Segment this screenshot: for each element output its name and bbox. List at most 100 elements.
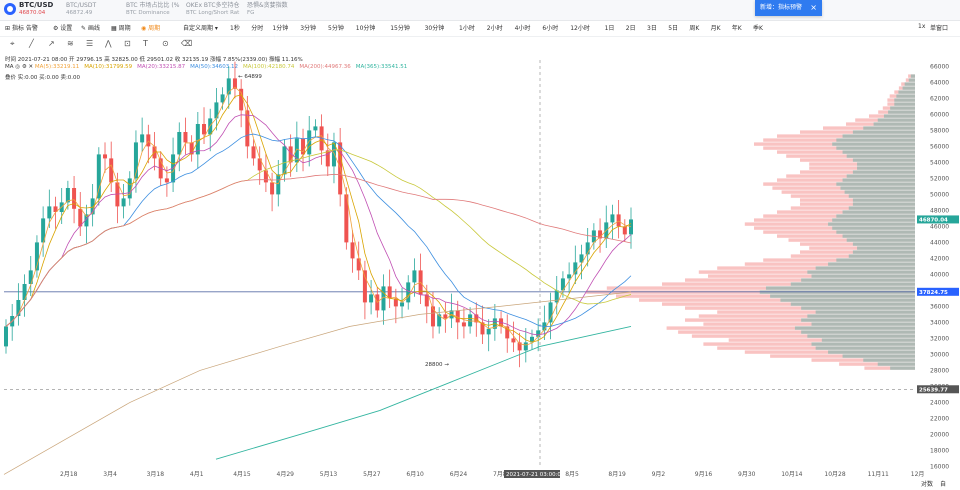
volume-profile-sell-bar bbox=[786, 174, 915, 178]
volume-profile-sell-bar bbox=[790, 194, 915, 198]
interval-4[interactable]: 5分钟 bbox=[328, 25, 344, 32]
crosshair-icon[interactable]: ⌖ bbox=[10, 39, 15, 48]
ma20-line bbox=[5, 114, 632, 336]
y-tick-label: 28000 bbox=[930, 367, 949, 374]
interval-3[interactable]: 3分钟 bbox=[300, 25, 317, 32]
interval-19[interactable]: 年K bbox=[731, 25, 742, 32]
candle-body bbox=[294, 138, 299, 163]
volume-profile-buy-bar bbox=[852, 158, 915, 162]
volume-profile-buy-bar bbox=[811, 342, 915, 346]
interval-11[interactable]: 6小时 bbox=[542, 25, 559, 32]
interval-9[interactable]: 2小时 bbox=[486, 25, 503, 32]
volume-profile-sell-bar bbox=[763, 138, 915, 142]
x-tick-label: 2021-07-21 03:00:00 bbox=[506, 472, 565, 478]
interval-10[interactable]: 4小时 bbox=[514, 25, 531, 32]
interval-1[interactable]: 分时 bbox=[251, 25, 264, 32]
interval-2[interactable]: 1分钟 bbox=[272, 25, 289, 32]
indicator-alert-toast[interactable]: 新增：指标预警 × bbox=[755, 0, 822, 16]
custom-period-button[interactable]: 自定义周期 ▾ bbox=[183, 25, 218, 32]
volume-profile-buy-bar bbox=[807, 314, 915, 318]
volume-profile-buy-bar bbox=[863, 126, 915, 130]
interval-15[interactable]: 3日 bbox=[647, 25, 657, 32]
volume-profile-sell-bar bbox=[887, 98, 915, 102]
trend-line-icon[interactable]: ╱ bbox=[29, 39, 34, 48]
interval-0[interactable]: 1秒 bbox=[230, 25, 240, 32]
volume-profile-buy-bar bbox=[807, 270, 915, 274]
settings-label: 设置 bbox=[60, 25, 73, 32]
indicators-button[interactable]: ⊞ 指标 告警 bbox=[5, 25, 38, 32]
candle-body bbox=[183, 132, 188, 143]
zoom-label[interactable]: 1x bbox=[918, 23, 926, 30]
interval-5[interactable]: 10分钟 bbox=[355, 25, 376, 32]
candle-body bbox=[505, 326, 510, 339]
window-mode-button[interactable]: 单窗口 bbox=[930, 25, 949, 32]
volume-profile-sell-bar bbox=[763, 214, 915, 218]
interval-13[interactable]: 1日 bbox=[604, 25, 615, 32]
eye-icon[interactable]: ◎ ⚙ ✕ bbox=[15, 64, 35, 70]
interval-18[interactable]: 月K bbox=[710, 25, 721, 32]
candle-body bbox=[554, 290, 559, 303]
volume-profile-buy-bar bbox=[815, 346, 915, 350]
volume-profile-sell-bar bbox=[809, 246, 915, 250]
settings-button[interactable]: ⚙ 设置 bbox=[53, 25, 73, 32]
interval-6[interactable]: 15分钟 bbox=[390, 25, 410, 32]
x-tick-label: 4月29 bbox=[277, 471, 295, 478]
interval-8[interactable]: 1小时 bbox=[459, 25, 475, 32]
tab-btc-dominance[interactable]: BTC 市场占比比 (% BTC Dominance bbox=[126, 2, 179, 18]
interval-20[interactable]: 季K bbox=[753, 25, 763, 32]
fibonacci-icon[interactable]: ☰ bbox=[86, 39, 94, 48]
candle-body bbox=[189, 142, 194, 155]
candle-body bbox=[251, 146, 256, 159]
candle-body bbox=[331, 142, 336, 167]
text-icon[interactable]: T bbox=[143, 39, 148, 48]
interval-12[interactable]: 12小时 bbox=[570, 25, 590, 32]
measure-icon[interactable]: ⊡ bbox=[124, 39, 131, 48]
volume-profile-buy-bar bbox=[863, 358, 915, 362]
y-tick-label: 54000 bbox=[930, 159, 949, 166]
candle-body bbox=[103, 154, 108, 159]
interval-14[interactable]: 2日 bbox=[625, 25, 636, 32]
y-tick-label: 50000 bbox=[930, 191, 949, 198]
eraser-icon[interactable]: ⌫ bbox=[181, 39, 193, 48]
volume-profile-sell-bar bbox=[788, 238, 915, 242]
interval-17[interactable]: 周K bbox=[689, 25, 700, 32]
x-tick-label: 3月18 bbox=[147, 471, 165, 478]
low-annotation: 28800 → bbox=[425, 362, 449, 368]
candle-body bbox=[369, 294, 374, 303]
tab-okex-long-short[interactable]: OKEx BTC多空持仓 BTC Long/Short Rat bbox=[186, 2, 240, 18]
interval-7[interactable]: 30分钟 bbox=[424, 25, 445, 32]
tab-btc-usd[interactable]: BTC/USD 46870.04 bbox=[19, 1, 53, 18]
candle-body bbox=[34, 242, 39, 271]
volume-profile-sell-bar bbox=[839, 362, 915, 366]
volume-profile-sell-bar bbox=[666, 326, 915, 330]
close-icon[interactable]: × bbox=[810, 3, 817, 12]
auto-scale-button[interactable]: 自 bbox=[940, 481, 947, 488]
volume-profile-buy-bar bbox=[801, 330, 915, 334]
volume-profile-buy-bar bbox=[908, 78, 915, 82]
interval-16[interactable]: 5日 bbox=[668, 25, 679, 32]
draw-button[interactable]: ✎ 画线 bbox=[81, 25, 100, 32]
volume-profile-buy-bar bbox=[852, 130, 915, 134]
candle-body bbox=[387, 286, 392, 299]
candle-body bbox=[616, 214, 621, 227]
pattern-icon[interactable]: ⋀ bbox=[105, 39, 112, 48]
ray-line-icon[interactable]: ↗ bbox=[48, 39, 55, 48]
candle-body bbox=[567, 274, 572, 279]
log-scale-button[interactable]: 对数 bbox=[921, 481, 934, 488]
period-alt-button[interactable]: ◉ 周期 bbox=[141, 25, 161, 32]
candle-body bbox=[4, 326, 8, 347]
candle-body bbox=[226, 78, 231, 95]
volume-profile-buy-bar bbox=[852, 250, 915, 254]
period-button[interactable]: ▦ 周期 bbox=[111, 25, 131, 32]
volume-profile-sell-bar bbox=[887, 102, 915, 106]
tab-fear-greed[interactable]: 恐惧&贪婪指数 FG bbox=[247, 2, 288, 18]
volume-profile-sell-bar bbox=[908, 74, 915, 78]
lock-icon[interactable]: ⊙ bbox=[162, 39, 169, 48]
tab-btc-usdt[interactable]: BTC/USDT 46872.49 bbox=[66, 2, 96, 18]
y-tick-label: 44000 bbox=[930, 239, 949, 246]
price-chart[interactable]: 1600018000200002200024000260002800030000… bbox=[0, 52, 960, 478]
candle-body bbox=[133, 142, 138, 179]
channel-icon[interactable]: ≋ bbox=[67, 39, 74, 48]
volume-profile-sell-bar bbox=[763, 258, 915, 262]
volume-profile-buy-bar bbox=[828, 222, 915, 226]
